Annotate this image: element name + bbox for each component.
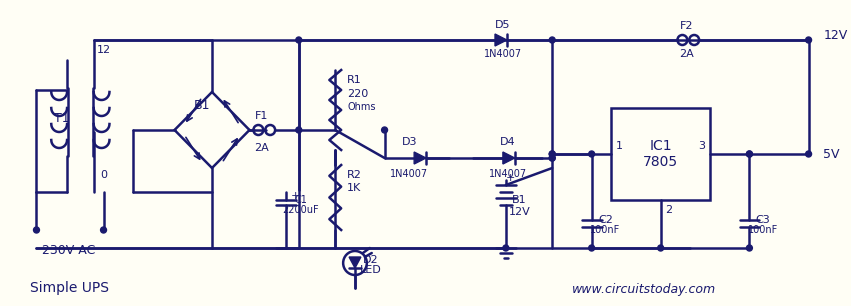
Text: R2: R2 (347, 170, 362, 180)
Text: D5: D5 (495, 20, 511, 30)
Text: 1K: 1K (347, 183, 362, 193)
Circle shape (806, 151, 812, 157)
Text: 230V AC: 230V AC (43, 244, 95, 256)
Text: B1: B1 (194, 99, 210, 111)
Text: 1: 1 (616, 141, 623, 151)
Text: LED: LED (360, 265, 381, 275)
Text: D2: D2 (363, 255, 379, 265)
Text: C3: C3 (756, 215, 771, 225)
Circle shape (100, 227, 106, 233)
Polygon shape (495, 34, 507, 46)
Text: 2A: 2A (679, 49, 694, 59)
Circle shape (589, 151, 595, 157)
Circle shape (549, 155, 555, 161)
Polygon shape (414, 152, 426, 164)
Text: 12V: 12V (824, 28, 848, 42)
Text: D3: D3 (402, 137, 417, 147)
Circle shape (746, 151, 752, 157)
Text: 100nF: 100nF (591, 225, 620, 235)
Text: 220: 220 (347, 89, 368, 99)
Text: Ohms: Ohms (347, 102, 375, 112)
Text: B1: B1 (512, 195, 527, 205)
Text: 12: 12 (96, 45, 111, 55)
Circle shape (746, 151, 752, 157)
Text: 0: 0 (100, 170, 107, 180)
Text: T1: T1 (54, 111, 70, 125)
Text: Simple UPS: Simple UPS (30, 281, 109, 295)
Text: 7805: 7805 (643, 155, 678, 169)
Text: 12V: 12V (509, 207, 530, 217)
Text: +: + (506, 173, 516, 183)
Text: 2: 2 (665, 205, 672, 215)
Polygon shape (349, 257, 361, 268)
Text: 3: 3 (699, 141, 705, 151)
Circle shape (658, 245, 664, 251)
Text: 1N4007: 1N4007 (484, 49, 522, 59)
Text: F2: F2 (680, 21, 693, 31)
Text: IC1: IC1 (649, 139, 672, 153)
Circle shape (381, 127, 387, 133)
Circle shape (549, 155, 555, 161)
Text: F1: F1 (254, 111, 268, 121)
Circle shape (296, 127, 302, 133)
Text: 5V: 5V (824, 147, 840, 161)
Circle shape (503, 245, 509, 251)
Text: 2A: 2A (254, 143, 269, 153)
Text: 1N4007: 1N4007 (390, 169, 428, 179)
Text: D4: D4 (500, 137, 516, 147)
Text: 100nF: 100nF (748, 225, 779, 235)
Circle shape (549, 37, 555, 43)
Circle shape (296, 37, 302, 43)
Circle shape (549, 151, 555, 157)
FancyBboxPatch shape (611, 108, 710, 200)
Circle shape (746, 245, 752, 251)
Circle shape (589, 245, 595, 251)
Text: C1: C1 (294, 195, 307, 205)
Text: 1N4007: 1N4007 (488, 169, 527, 179)
Text: 2200uF: 2200uF (283, 205, 319, 215)
Circle shape (549, 151, 555, 157)
Circle shape (806, 37, 812, 43)
Polygon shape (503, 152, 515, 164)
Text: R1: R1 (347, 75, 362, 85)
Circle shape (33, 227, 39, 233)
Text: www.circuitstoday.com: www.circuitstoday.com (572, 283, 716, 297)
Text: +: + (291, 191, 300, 201)
Text: C2: C2 (598, 215, 613, 225)
